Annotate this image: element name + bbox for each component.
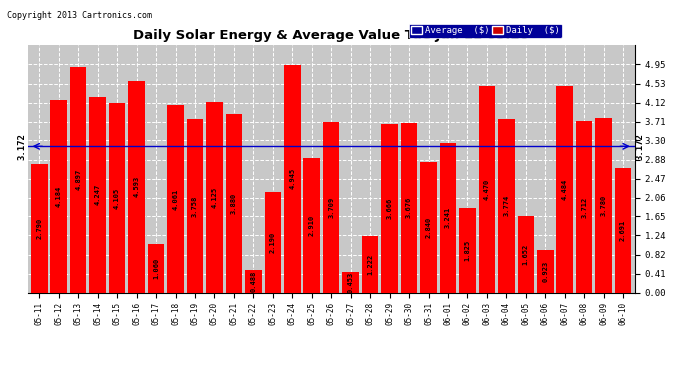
Text: 3.676: 3.676 (406, 197, 412, 218)
Text: 2.840: 2.840 (426, 216, 431, 238)
Bar (31, 164, 48, 292)
Bar (479, 87, 495, 292)
Text: 4.105: 4.105 (114, 187, 120, 209)
Text: 1.825: 1.825 (464, 240, 471, 261)
Bar (498, 118, 515, 292)
Text: 4.184: 4.184 (56, 186, 61, 207)
Text: 4.945: 4.945 (289, 168, 295, 189)
Text: 3.774: 3.774 (503, 195, 509, 216)
Text: 0.923: 0.923 (542, 261, 549, 282)
Title: Daily Solar Energy & Average Value Tue Jun 11 05:20: Daily Solar Energy & Average Value Tue J… (133, 30, 529, 42)
Text: 1.652: 1.652 (523, 244, 529, 265)
Text: 3.712: 3.712 (581, 196, 587, 217)
Bar (90, 97, 106, 292)
Bar (109, 103, 126, 292)
Text: 4.470: 4.470 (484, 179, 490, 200)
Text: 3.880: 3.880 (231, 192, 237, 214)
Bar (595, 118, 612, 292)
Bar (537, 250, 553, 292)
Text: 3.780: 3.780 (601, 195, 607, 216)
Bar (440, 143, 456, 292)
Text: 2.910: 2.910 (308, 215, 315, 236)
Bar (148, 244, 164, 292)
Bar (226, 114, 242, 292)
Bar (304, 158, 320, 292)
Bar (167, 105, 184, 292)
Text: 4.125: 4.125 (211, 187, 217, 208)
Bar (50, 100, 67, 292)
Text: 2.190: 2.190 (270, 231, 276, 253)
Bar (556, 86, 573, 292)
Text: 3.172: 3.172 (635, 133, 644, 160)
Text: 4.247: 4.247 (95, 184, 101, 205)
Text: 3.709: 3.709 (328, 196, 334, 217)
Bar (323, 122, 339, 292)
Bar (576, 122, 593, 292)
Bar (420, 162, 437, 292)
Text: 3.241: 3.241 (445, 207, 451, 228)
Bar (284, 64, 301, 292)
Legend: Average  ($), Daily  ($): Average ($), Daily ($) (408, 24, 562, 38)
Bar (362, 236, 378, 292)
Bar (128, 81, 145, 292)
Bar (518, 216, 534, 292)
Text: 2.790: 2.790 (37, 217, 42, 239)
Bar (245, 270, 262, 292)
Text: 4.897: 4.897 (75, 169, 81, 190)
Text: 0.453: 0.453 (348, 272, 354, 292)
Text: Copyright 2013 Cartronics.com: Copyright 2013 Cartronics.com (7, 11, 152, 20)
Bar (206, 102, 223, 292)
Text: 0.488: 0.488 (250, 271, 257, 292)
Bar (615, 168, 631, 292)
Text: 4.061: 4.061 (172, 188, 179, 210)
Text: 3.758: 3.758 (192, 195, 198, 216)
Bar (264, 192, 281, 292)
Text: 1.222: 1.222 (367, 254, 373, 275)
Text: 4.484: 4.484 (562, 178, 568, 200)
Text: 4.593: 4.593 (134, 176, 139, 197)
Bar (187, 119, 204, 292)
Text: 2.691: 2.691 (620, 220, 626, 241)
Bar (70, 67, 86, 292)
Text: 3.666: 3.666 (386, 197, 393, 219)
Bar (342, 272, 359, 292)
Bar (459, 209, 475, 292)
Text: 1.060: 1.060 (153, 258, 159, 279)
Bar (401, 123, 417, 292)
Bar (382, 123, 398, 292)
Text: 3.172: 3.172 (18, 133, 27, 160)
